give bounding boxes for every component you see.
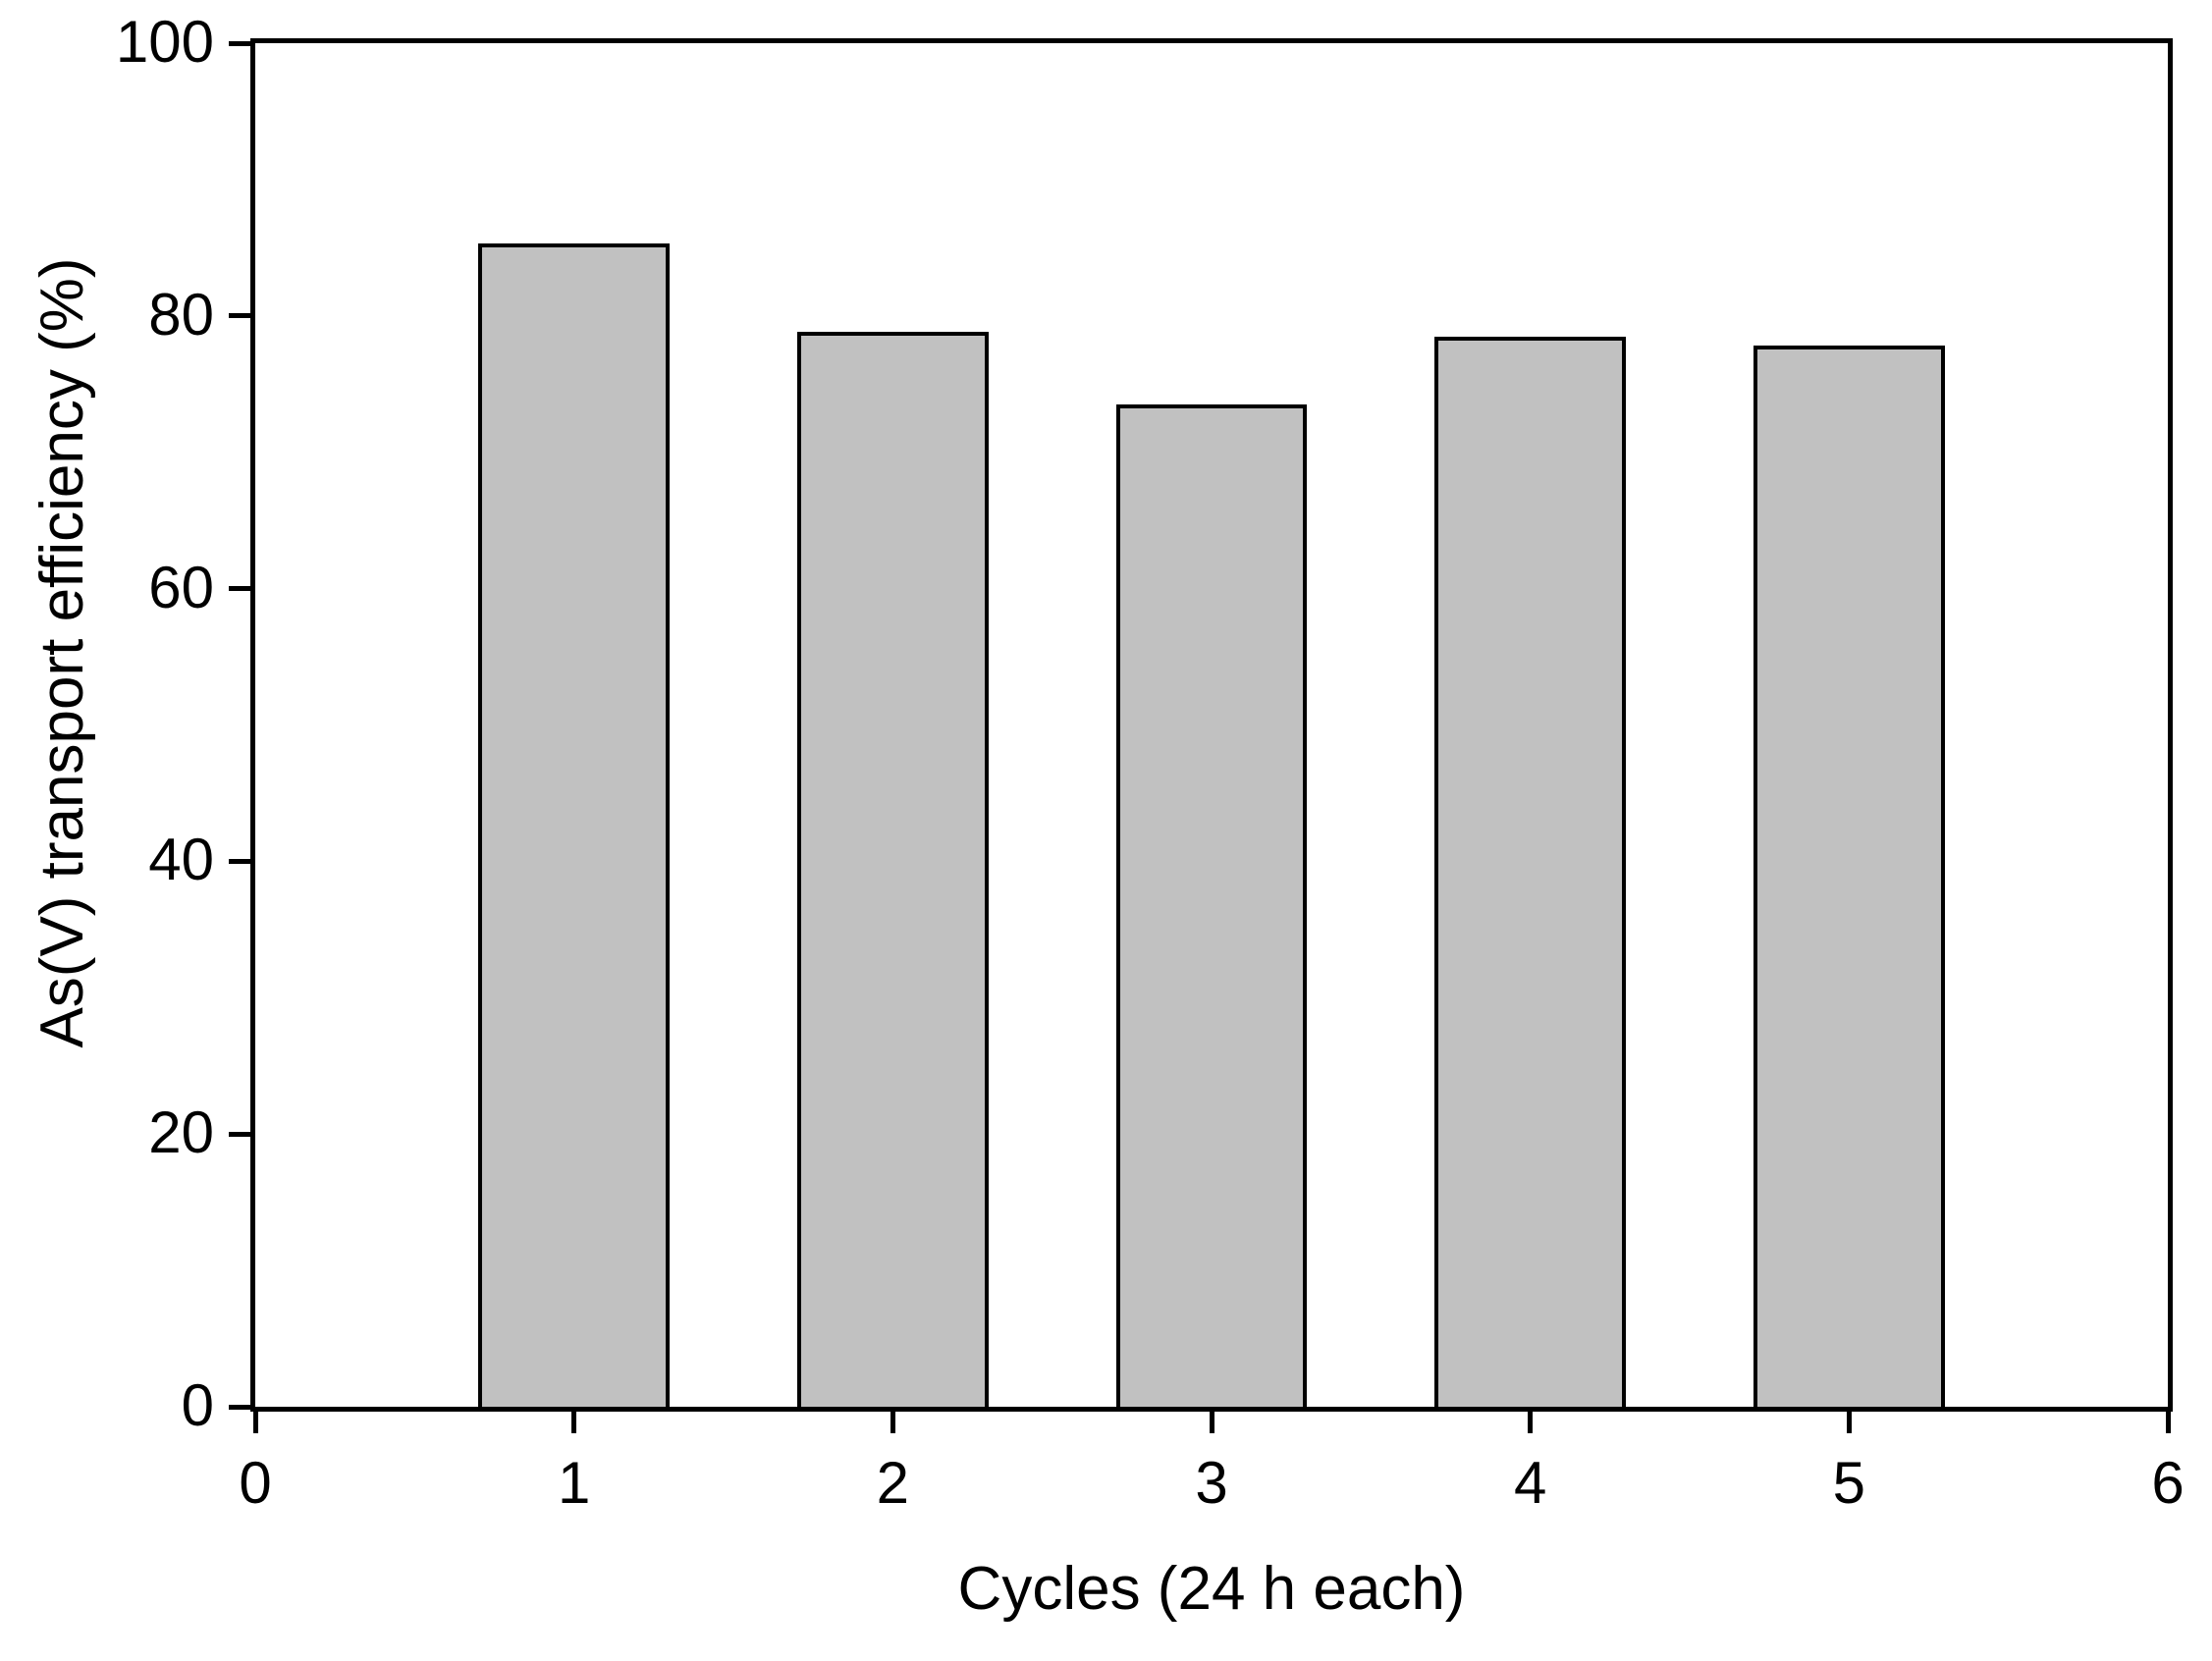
bar: [1753, 346, 1945, 1407]
x-axis-title: Cycles (24 h each): [957, 1555, 1466, 1623]
x-axis-tick: [1528, 1412, 1534, 1433]
y-axis-tick: [229, 313, 250, 319]
y-axis-title: As(V) transport efficiency (%): [28, 257, 96, 1048]
y-axis-tick: [229, 40, 250, 46]
y-axis-tick-label: 80: [148, 281, 214, 348]
y-axis-tick: [229, 586, 250, 592]
y-axis-tick-label: 20: [148, 1098, 214, 1165]
plot-area: 0 20 40 60 80 100 0 1 2 3 4 5 6: [116, 12, 2185, 1512]
x-axis-tick-label: 4: [1513, 1450, 1547, 1516]
bar: [1434, 336, 1627, 1407]
x-axis-tick-label: 6: [2151, 1450, 2185, 1516]
x-axis-tick-label: 0: [239, 1450, 272, 1516]
x-axis-tick-label: 3: [1195, 1450, 1228, 1516]
x-axis-tick: [890, 1412, 895, 1433]
y-axis-tick-label: 100: [115, 8, 214, 75]
y-axis-tick-label: 60: [148, 554, 214, 620]
y-axis-tick: [229, 1131, 250, 1137]
x-axis-tick: [2165, 1412, 2171, 1433]
y-axis-tick-label: 0: [181, 1371, 214, 1438]
bar: [1115, 404, 1308, 1407]
x-axis-tick-label: 1: [557, 1450, 591, 1516]
x-axis-tick: [1209, 1412, 1214, 1433]
x-axis-tick: [1846, 1412, 1852, 1433]
y-axis-tick: [229, 1404, 250, 1410]
y-axis-tick: [229, 858, 250, 864]
bar: [796, 332, 989, 1407]
x-axis-tick-label: 5: [1832, 1450, 1866, 1516]
y-axis-tick-label: 40: [148, 827, 214, 893]
x-axis-tick-label: 2: [876, 1450, 910, 1516]
x-axis-tick: [571, 1412, 577, 1433]
x-axis-tick: [252, 1412, 258, 1433]
bar: [478, 243, 671, 1407]
